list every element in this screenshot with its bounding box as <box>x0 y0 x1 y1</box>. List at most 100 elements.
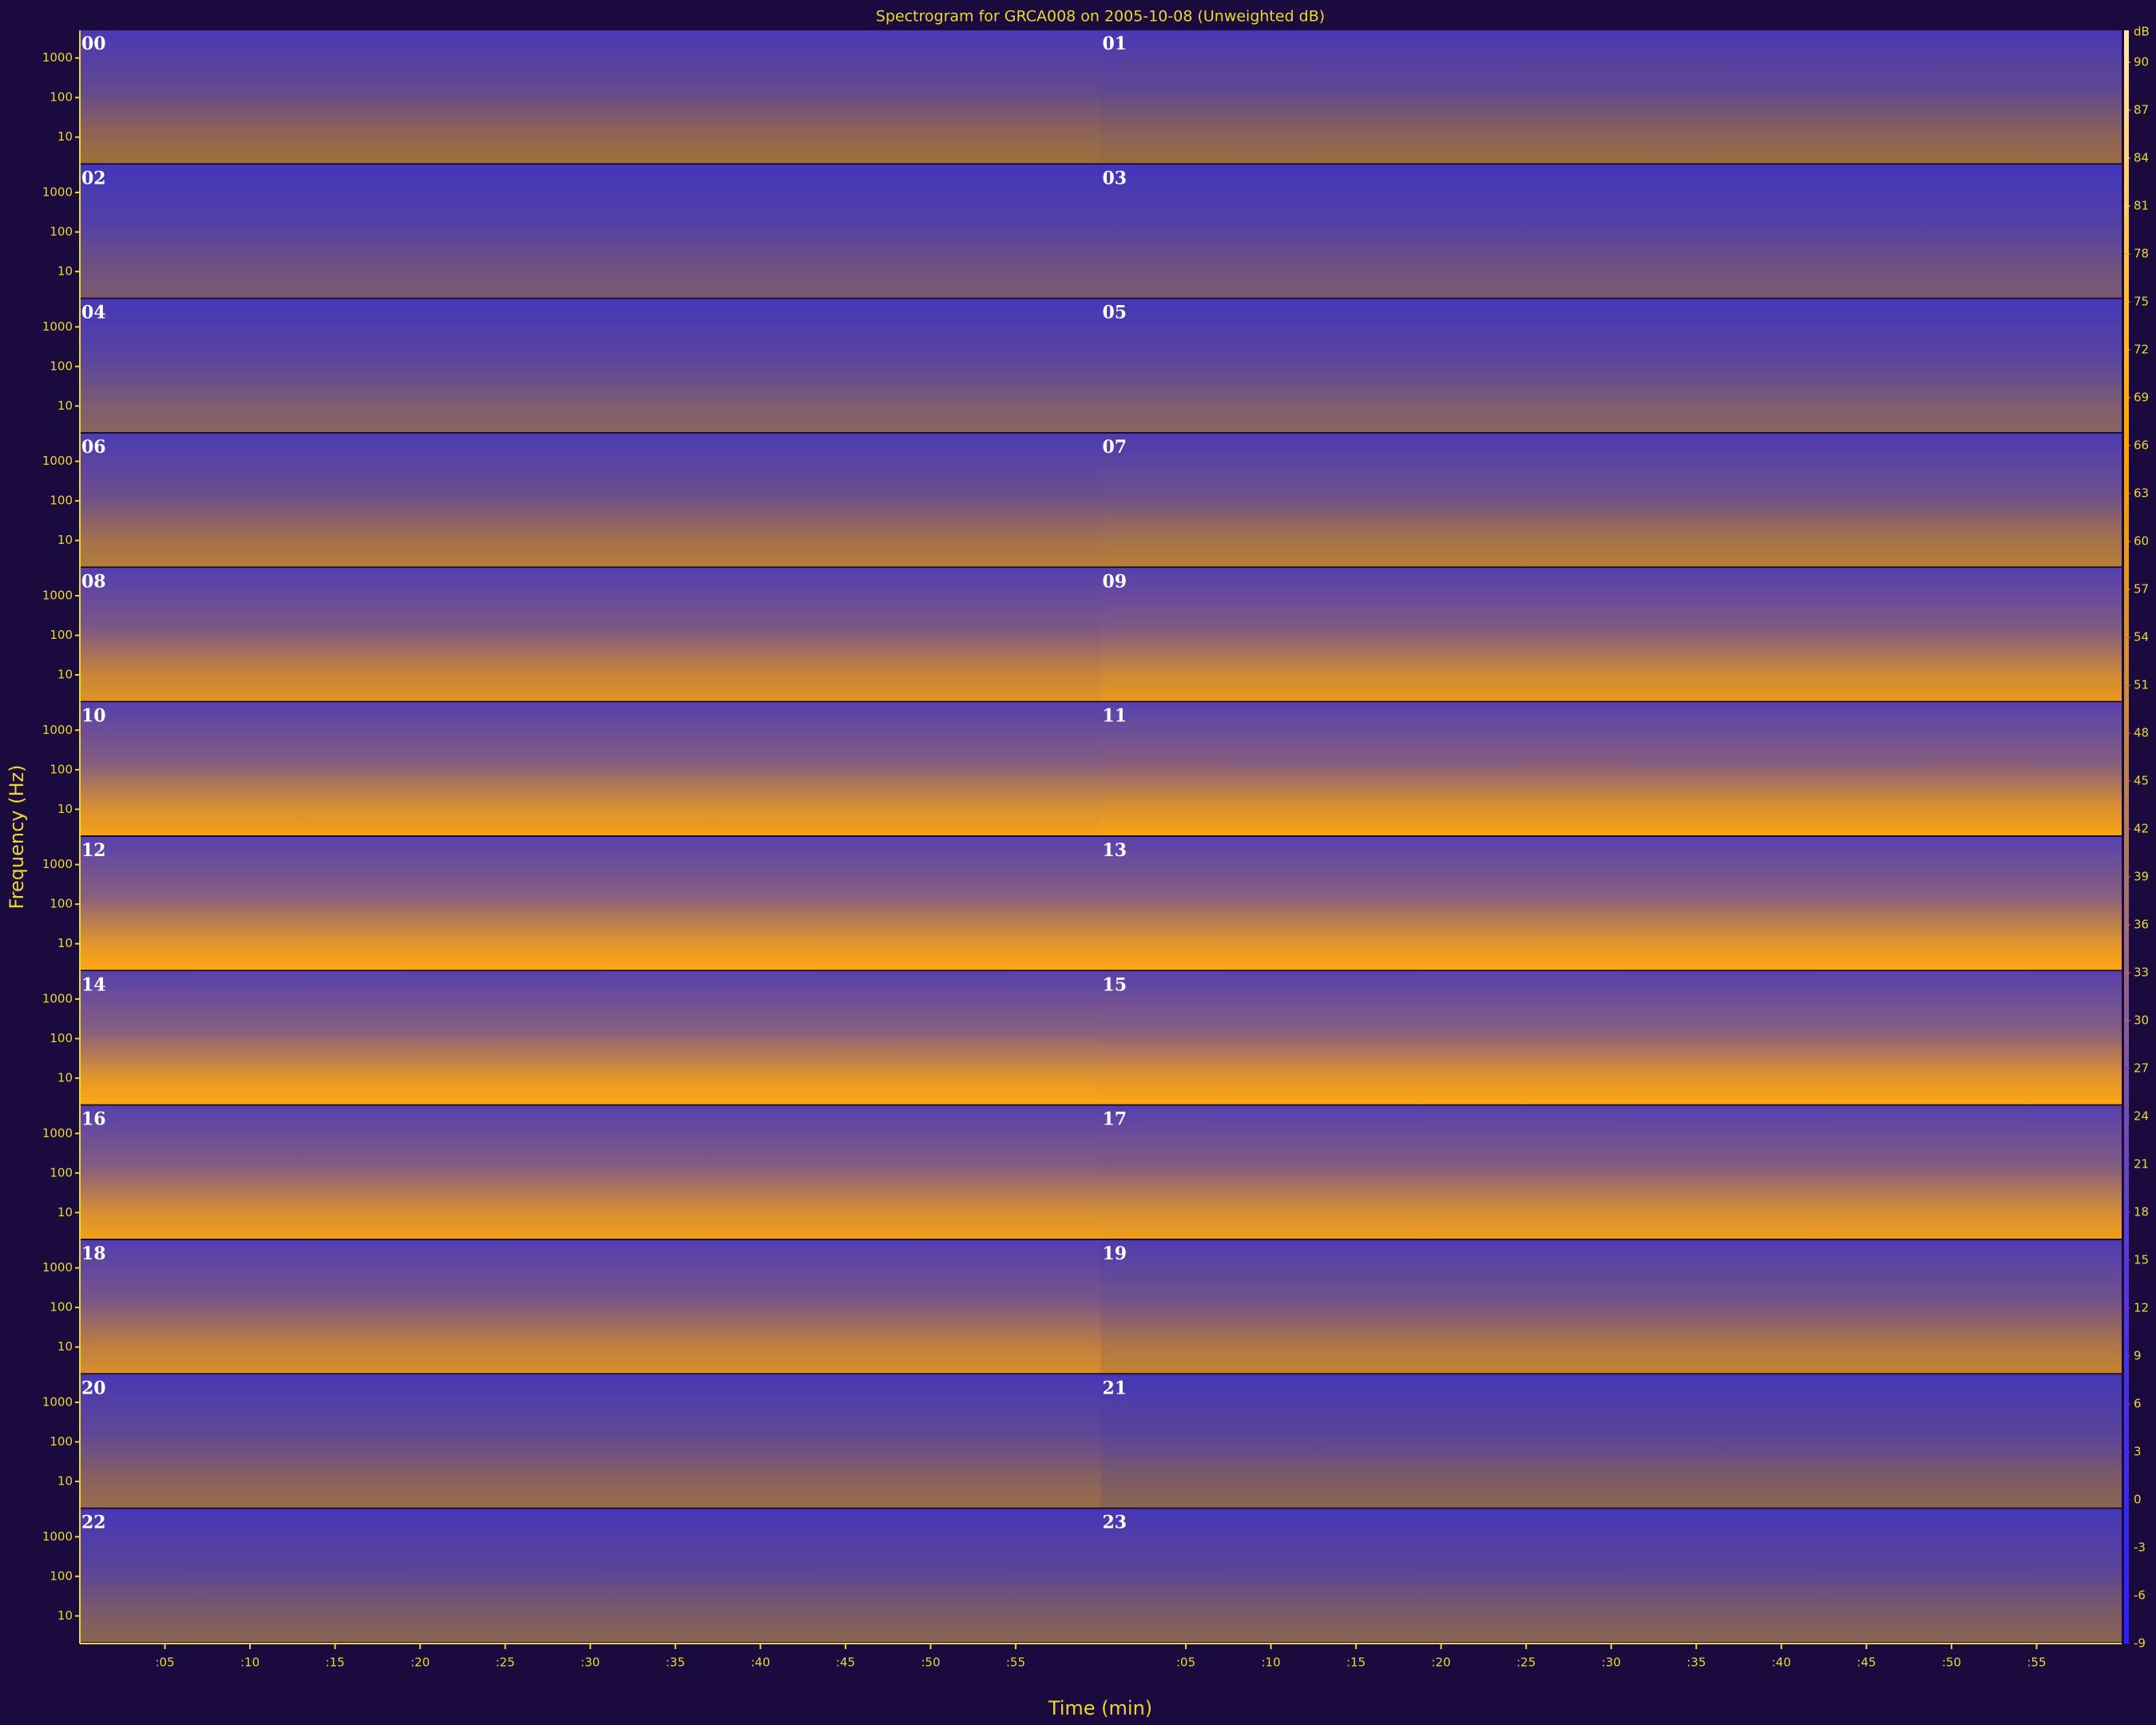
colorbar-tick-label: 84 <box>2134 151 2149 165</box>
colorbar-tick-label: -3 <box>2134 1541 2146 1555</box>
y-tick-label: 1000 <box>42 1260 73 1275</box>
colorbar-tick-label: 42 <box>2134 822 2149 836</box>
colorbar-tick-label: 54 <box>2134 630 2149 644</box>
y-tick-label: 100 <box>50 494 73 508</box>
y-tick-label: 100 <box>50 1031 73 1045</box>
x-tick-label: :30 <box>581 1656 600 1670</box>
panel-shade <box>1100 971 2122 1104</box>
colorbar-tick-label: 75 <box>2134 295 2149 309</box>
x-tick-label: :30 <box>1602 1656 1621 1670</box>
panel-shade <box>80 971 1101 1104</box>
panel-label: 02 <box>81 168 106 188</box>
x-tick-label: :15 <box>326 1656 345 1670</box>
panel-label: 08 <box>81 571 106 592</box>
y-tick-label: 100 <box>50 90 73 105</box>
colorbar-tick-label: 57 <box>2134 582 2149 597</box>
y-tick-label: 10 <box>57 802 73 816</box>
colorbar-tick-label: 30 <box>2134 1013 2149 1028</box>
panel-shade <box>80 568 1101 701</box>
colorbar-tick-label: 24 <box>2134 1109 2149 1124</box>
panel-label: 22 <box>81 1513 106 1533</box>
x-tick-label: :25 <box>1516 1656 1536 1670</box>
panel-label: 15 <box>1103 974 1128 995</box>
y-tick-label: 100 <box>50 1300 73 1315</box>
y-tick-label: 10 <box>57 1205 73 1219</box>
colorbar-tick-label: 18 <box>2134 1205 2149 1219</box>
colorbar-tick-label: 27 <box>2134 1061 2149 1076</box>
y-tick-label: 100 <box>50 897 73 911</box>
panel-shade <box>1100 568 2122 701</box>
x-tick-label: :50 <box>921 1656 940 1670</box>
x-tick-label: :35 <box>1686 1656 1706 1670</box>
panel-label: 18 <box>81 1243 106 1264</box>
y-tick-label: 1000 <box>42 588 73 602</box>
panel-shade <box>1100 165 2122 298</box>
panel-label: 04 <box>81 303 106 323</box>
colorbar-tick-label: 66 <box>2134 438 2149 453</box>
y-tick-label: 100 <box>50 1568 73 1583</box>
panel-shade <box>80 434 1101 567</box>
panel-shade <box>80 1374 1101 1508</box>
panel-shade <box>80 702 1101 835</box>
colorbar-label: dB <box>2134 25 2150 39</box>
panel-label: 17 <box>1103 1109 1128 1130</box>
colorbar-tick-label: 60 <box>2134 534 2149 549</box>
y-tick-label: 10 <box>57 1474 73 1489</box>
y-tick-label: 1000 <box>42 50 73 65</box>
x-tick-label: :20 <box>1432 1656 1451 1670</box>
x-tick-label: :05 <box>1176 1656 1195 1670</box>
panel-label: 16 <box>81 1109 106 1130</box>
x-tick-label: :10 <box>240 1656 260 1670</box>
panel-shade <box>80 30 1101 164</box>
colorbar-tick-label: -6 <box>2134 1588 2146 1603</box>
colorbar-tick-label: 36 <box>2134 918 2149 932</box>
x-tick-label: :40 <box>751 1656 770 1670</box>
colorbar <box>2124 30 2129 1644</box>
x-tick-label: :45 <box>1857 1656 1876 1670</box>
panel-label: 11 <box>1103 706 1128 727</box>
panel-shade <box>80 1509 1101 1642</box>
panel-label: 07 <box>1103 437 1128 458</box>
panel-shade <box>1100 702 2122 835</box>
y-tick-label: 100 <box>50 224 73 239</box>
colorbar-tick-label: 39 <box>2134 870 2149 884</box>
panel-label: 03 <box>1103 168 1128 188</box>
panel-shade <box>1100 434 2122 567</box>
panel-shade <box>1100 1240 2122 1374</box>
panel-shade <box>80 299 1101 432</box>
y-tick-label: 100 <box>50 359 73 373</box>
colorbar-tick-label: 21 <box>2134 1157 2149 1172</box>
x-tick-label: :45 <box>836 1656 855 1670</box>
y-tick-label: 10 <box>57 1339 73 1354</box>
colorbar-tick-label: 15 <box>2134 1253 2149 1267</box>
y-tick-label: 10 <box>57 936 73 950</box>
panel-label: 21 <box>1103 1378 1128 1398</box>
colorbar-tick-label: 81 <box>2134 199 2149 213</box>
panel-label: 05 <box>1103 303 1128 323</box>
colorbar-tick-label: 48 <box>2134 726 2149 740</box>
x-tick-label: :40 <box>1772 1656 1791 1670</box>
panel-label: 10 <box>81 706 106 727</box>
panel-shade <box>80 837 1101 970</box>
y-tick-label: 10 <box>57 1608 73 1623</box>
colorbar-tick-label: 51 <box>2134 678 2149 692</box>
y-tick-label: 1000 <box>42 857 73 871</box>
colorbar-tick-label: 9 <box>2134 1349 2142 1363</box>
y-tick-label: 10 <box>57 533 73 547</box>
y-tick-label: 10 <box>57 129 73 144</box>
panel-label: 13 <box>1103 840 1128 861</box>
y-tick-label: 1000 <box>42 184 73 199</box>
colorbar-tick-label: 33 <box>2134 966 2149 980</box>
y-tick-label: 10 <box>57 668 73 682</box>
colorbar-tick-label: 69 <box>2134 391 2149 405</box>
panel-shade <box>1100 1374 2122 1508</box>
y-tick-label: 10 <box>57 1071 73 1085</box>
colorbar-tick-label: 72 <box>2134 343 2149 357</box>
colorbar-tick-label: 45 <box>2134 774 2149 788</box>
colorbar-tick-label: 63 <box>2134 486 2149 501</box>
colorbar-tick-label: 12 <box>2134 1301 2149 1315</box>
x-tick-label: :10 <box>1262 1656 1281 1670</box>
panel-label: 06 <box>81 437 106 458</box>
panel-shade <box>1100 30 2122 164</box>
panel-label: 01 <box>1103 34 1128 54</box>
